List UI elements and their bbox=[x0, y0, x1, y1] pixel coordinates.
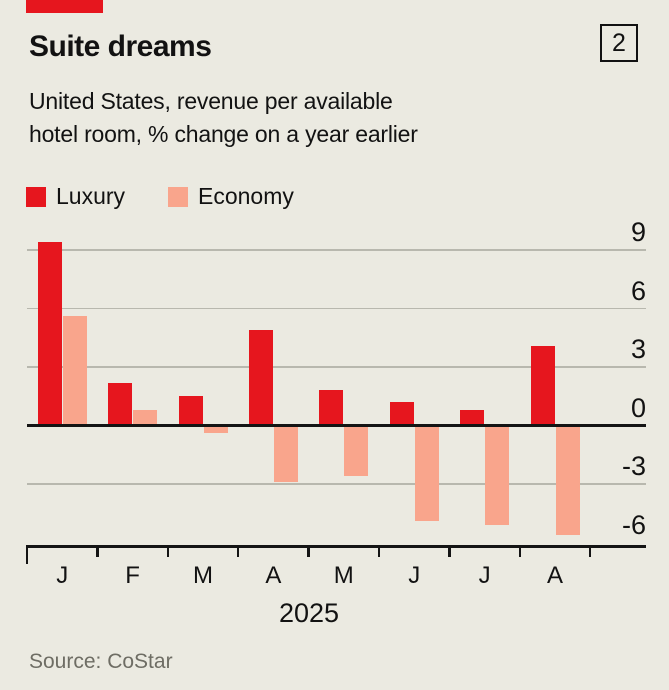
x-axis-tick-0 bbox=[25, 545, 29, 564]
chart-title: Suite dreams bbox=[29, 30, 212, 63]
legend-swatch-economy-icon bbox=[168, 186, 188, 207]
x-axis-label-2: M bbox=[192, 562, 213, 589]
legend-item-luxury: Luxury bbox=[26, 183, 125, 210]
bar-chart-plot-area: 9 6 3 0 -3 -6 J F M A M J J A bbox=[25, 217, 646, 589]
bar-luxury-6 bbox=[460, 409, 485, 426]
bar-luxury-0 bbox=[37, 242, 62, 426]
x-axis-tick-6 bbox=[448, 545, 451, 557]
chart-subtitle-line-1: United States, revenue per available bbox=[29, 88, 393, 114]
y-axis-label-3: 3 bbox=[630, 334, 646, 364]
bar-economy-3 bbox=[273, 425, 298, 483]
legend-swatch-luxury-icon bbox=[26, 186, 46, 207]
bar-luxury-7 bbox=[530, 345, 555, 426]
bar-luxury-1 bbox=[108, 382, 133, 426]
x-axis-label-0: J bbox=[56, 562, 69, 589]
x-axis-tick-8 bbox=[588, 545, 592, 557]
legend-item-economy: Economy bbox=[168, 183, 294, 210]
bar-luxury-5 bbox=[389, 402, 414, 426]
gridline-3 bbox=[27, 366, 646, 368]
x-axis-line bbox=[27, 545, 646, 548]
bar-economy-2 bbox=[203, 425, 228, 434]
gridline-6 bbox=[27, 307, 646, 310]
bar-economy-1 bbox=[133, 409, 158, 426]
legend-label-economy: Economy bbox=[198, 183, 294, 209]
source-note: Source: CoStar bbox=[29, 650, 173, 673]
bar-economy-5 bbox=[414, 425, 439, 522]
gridline-9 bbox=[27, 249, 646, 251]
y-axis-label-9: 9 bbox=[630, 217, 646, 247]
x-axis-tick-3 bbox=[236, 545, 240, 557]
y-axis-label-6: 6 bbox=[630, 275, 646, 306]
chart-subtitle-line-2: hotel room, % change on a year earlier bbox=[29, 121, 418, 147]
y-axis-label--3: -3 bbox=[621, 451, 646, 481]
bar-luxury-2 bbox=[178, 396, 203, 426]
x-axis-label-5: J bbox=[408, 562, 421, 589]
y-axis-label-0: 0 bbox=[630, 392, 646, 423]
zero-baseline bbox=[27, 424, 646, 427]
x-axis-tick-1 bbox=[96, 545, 99, 557]
x-axis-label-6: J bbox=[478, 562, 491, 589]
figure-number: 2 bbox=[612, 28, 626, 57]
y-axis-label--6: -6 bbox=[621, 509, 646, 540]
bar-economy-4 bbox=[344, 425, 369, 477]
x-axis-label-4: M bbox=[333, 562, 354, 589]
bar-luxury-3 bbox=[248, 329, 273, 426]
x-axis-year-label: 2025 bbox=[278, 598, 340, 628]
bar-luxury-4 bbox=[319, 390, 344, 426]
gridline--3 bbox=[27, 483, 646, 485]
x-axis-tick-7 bbox=[518, 545, 522, 557]
x-axis-label-3: A bbox=[265, 562, 282, 589]
bar-economy-7 bbox=[555, 425, 580, 535]
x-axis-tick-4 bbox=[307, 545, 310, 557]
x-axis-tick-5 bbox=[377, 545, 381, 557]
figure-number-badge: 2 bbox=[600, 24, 638, 62]
brand-red-tab bbox=[26, 0, 103, 13]
bar-economy-6 bbox=[485, 425, 510, 525]
legend-label-luxury: Luxury bbox=[56, 183, 126, 209]
bar-economy-0 bbox=[62, 316, 87, 426]
x-axis-label-1: F bbox=[125, 562, 140, 589]
x-axis-tick-2 bbox=[166, 545, 170, 557]
x-axis-label-7: A bbox=[546, 562, 563, 589]
